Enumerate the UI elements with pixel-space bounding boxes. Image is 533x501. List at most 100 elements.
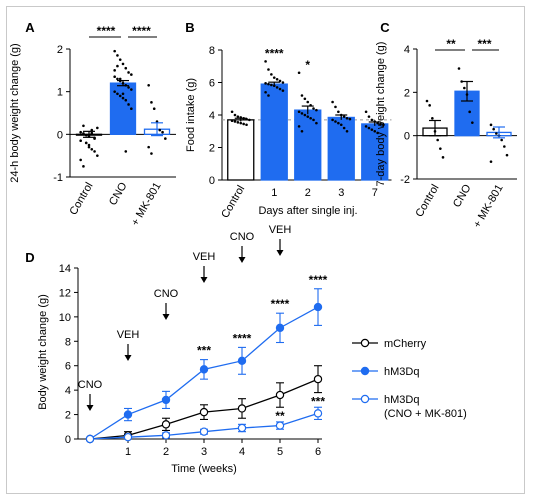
data-point bbox=[121, 62, 125, 66]
data-point bbox=[428, 104, 431, 107]
data-point bbox=[79, 130, 82, 134]
y-axis-label: Food intake (g) bbox=[185, 78, 197, 152]
data-point bbox=[468, 110, 471, 114]
y-axis-label: 24-h body weight change (g) bbox=[9, 43, 21, 182]
data-point bbox=[116, 92, 119, 96]
data-point bbox=[230, 119, 234, 122]
data-point bbox=[275, 77, 279, 81]
data-point bbox=[367, 126, 371, 130]
significance-label: **** bbox=[309, 273, 328, 287]
data-point bbox=[147, 83, 150, 87]
data-point bbox=[239, 121, 243, 125]
data-point bbox=[96, 126, 99, 130]
data-point bbox=[150, 152, 153, 155]
data-point bbox=[312, 118, 315, 122]
series-point-2 bbox=[161, 431, 171, 440]
data-point bbox=[82, 165, 85, 168]
data-point bbox=[79, 139, 82, 143]
data-point bbox=[267, 68, 270, 71]
data-point bbox=[113, 75, 116, 79]
y-tick-label: 4 bbox=[209, 110, 215, 122]
data-point bbox=[373, 129, 377, 133]
data-point bbox=[267, 82, 270, 86]
data-point bbox=[339, 123, 343, 127]
data-point bbox=[124, 150, 128, 153]
significance-label: **** bbox=[271, 297, 290, 311]
series-point-0 bbox=[161, 420, 171, 429]
data-point bbox=[267, 94, 270, 97]
data-point bbox=[90, 147, 94, 151]
y-tick-label: 4 bbox=[65, 385, 71, 397]
data-point bbox=[431, 117, 434, 120]
data-point bbox=[364, 110, 368, 114]
data-point bbox=[309, 116, 312, 120]
data-point bbox=[90, 131, 94, 135]
y-tick-label: 8 bbox=[209, 45, 215, 57]
series-point-0 bbox=[237, 404, 247, 413]
injection-label: CNO bbox=[154, 288, 179, 300]
data-point bbox=[113, 90, 116, 93]
y-tick-label: 0 bbox=[404, 131, 410, 143]
data-point bbox=[245, 123, 248, 127]
data-point bbox=[471, 121, 474, 124]
x-tick-label: 1 bbox=[125, 446, 131, 458]
data-point bbox=[113, 49, 116, 53]
series-point-1 bbox=[237, 356, 247, 366]
data-point bbox=[303, 113, 307, 117]
data-point bbox=[503, 145, 506, 148]
data-point bbox=[233, 120, 237, 123]
data-point bbox=[116, 54, 119, 57]
data-point bbox=[303, 97, 307, 101]
x-tick-label: 4 bbox=[239, 446, 245, 458]
data-point bbox=[93, 150, 96, 153]
significance-label: **** bbox=[132, 24, 151, 38]
data-point bbox=[306, 100, 310, 104]
data-point bbox=[275, 86, 279, 89]
significance-label: ** bbox=[446, 37, 456, 51]
y-tick-label: 6 bbox=[209, 78, 215, 90]
data-point bbox=[87, 143, 91, 147]
significance-label: *** bbox=[477, 37, 491, 51]
data-point bbox=[500, 138, 503, 142]
data-point bbox=[161, 130, 164, 134]
data-point bbox=[124, 66, 128, 70]
data-point bbox=[342, 126, 346, 130]
y-tick-label: 6 bbox=[65, 361, 71, 373]
data-point bbox=[382, 123, 385, 127]
data-point bbox=[281, 89, 285, 92]
data-point bbox=[236, 115, 240, 118]
legend: mCherry hM3Dq hM3Dq (CNO + MK-801) bbox=[352, 338, 467, 420]
data-point bbox=[334, 105, 337, 109]
data-point bbox=[121, 92, 125, 96]
y-tick-label: 4 bbox=[404, 44, 410, 56]
injection-label: VEH bbox=[269, 224, 292, 236]
data-point bbox=[463, 86, 466, 90]
data-point bbox=[300, 129, 304, 133]
data-point bbox=[118, 77, 122, 81]
y-tick-label: 0 bbox=[57, 129, 63, 141]
data-point bbox=[264, 82, 267, 85]
data-point bbox=[264, 60, 267, 63]
y-axis-label: Body weight change (g) bbox=[37, 294, 49, 410]
data-point bbox=[118, 58, 122, 61]
data-point bbox=[236, 121, 240, 124]
data-point bbox=[270, 83, 273, 87]
series-point-2 bbox=[237, 423, 247, 433]
category-label: 2 bbox=[305, 187, 311, 199]
data-point bbox=[337, 121, 340, 125]
data-point bbox=[425, 99, 429, 103]
data-point bbox=[155, 120, 159, 123]
series-point-1 bbox=[275, 323, 285, 333]
y-tick-label: 2 bbox=[57, 44, 63, 56]
y-tick-label: 0 bbox=[65, 434, 71, 446]
data-point bbox=[79, 158, 82, 162]
data-point bbox=[113, 69, 116, 72]
data-point bbox=[82, 132, 85, 135]
y-tick-label: 1 bbox=[57, 87, 63, 99]
y-tick-label: 12 bbox=[59, 287, 71, 299]
series-point-1 bbox=[199, 365, 209, 374]
series-point-1 bbox=[161, 395, 171, 405]
series-point-2 bbox=[313, 409, 323, 418]
significance-label: * bbox=[305, 58, 310, 72]
